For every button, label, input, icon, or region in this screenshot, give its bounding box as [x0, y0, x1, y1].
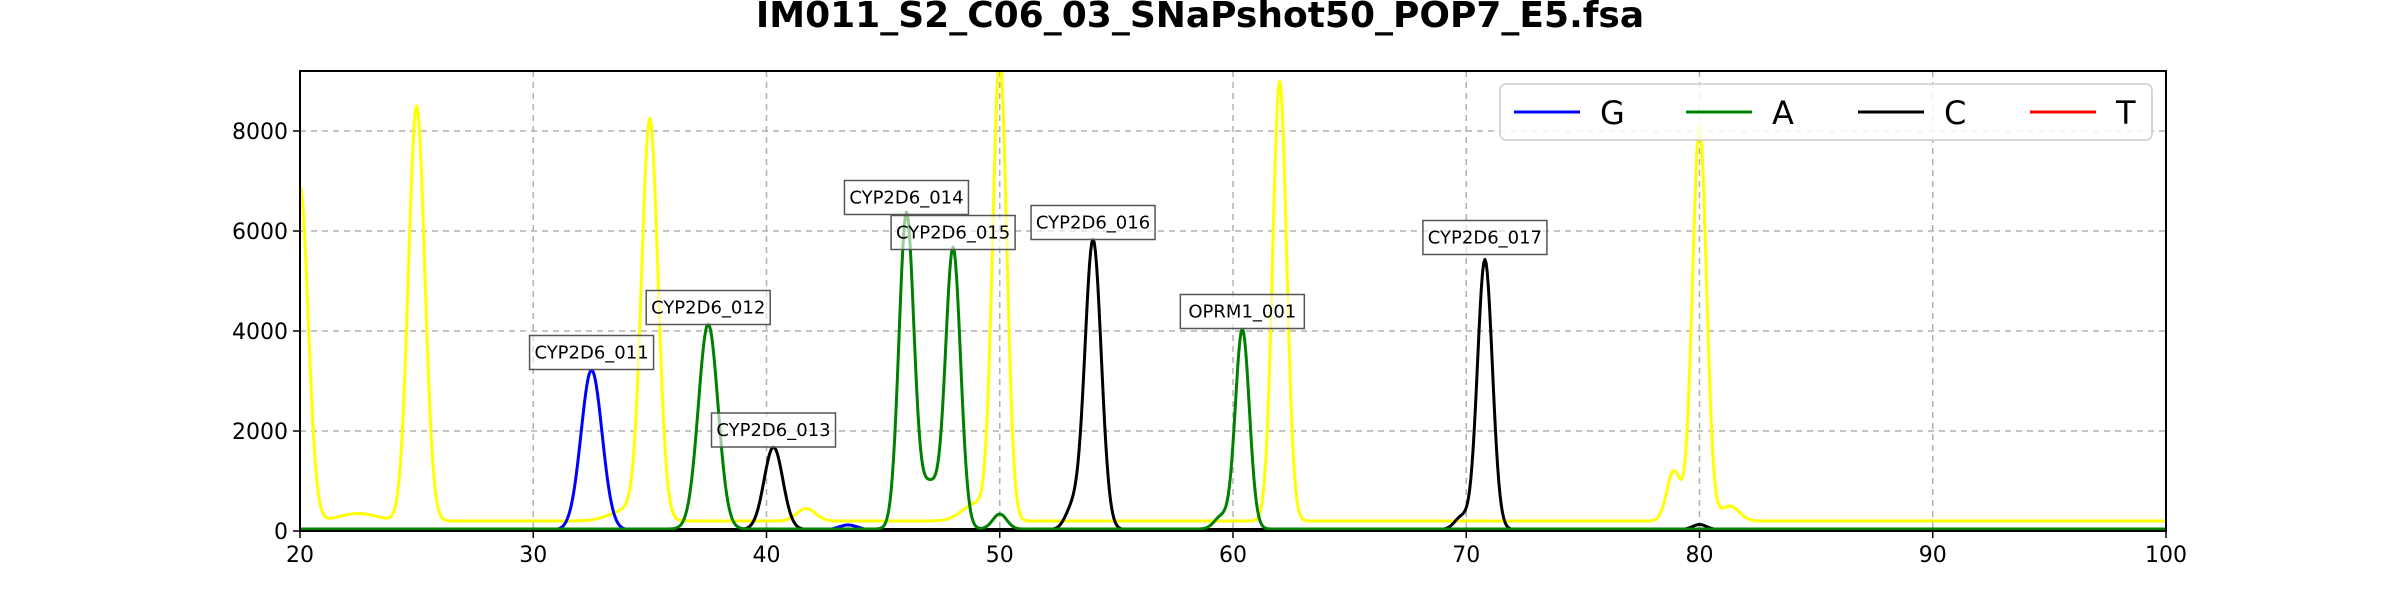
peak-annotation: OPRM1_001: [1179, 293, 1306, 330]
annotation-label: CYP2D6_014: [849, 188, 963, 209]
annotation-box: [1030, 204, 1156, 241]
legend-box: [1499, 83, 2153, 141]
annotation-box: [1422, 219, 1548, 256]
annotation-label: CYP2D6_017: [1428, 228, 1542, 249]
peak-annotation: CYP2D6_016: [1030, 204, 1156, 241]
annotation-label: CYP2D6_016: [1036, 213, 1150, 234]
annotation-label: OPRM1_001: [1188, 302, 1296, 323]
x-tick-label: 60: [1219, 543, 1247, 568]
annotation-box: [1179, 293, 1306, 330]
y-tick-label: 2000: [232, 420, 288, 445]
annotation-label: CYP2D6_013: [716, 420, 830, 441]
annotation-box: [645, 289, 771, 326]
peak-annotation: CYP2D6_015: [890, 214, 1016, 251]
peak-annotation: CYP2D6_011: [528, 334, 655, 371]
series-line-size-standard: [300, 71, 2166, 523]
chart-title: IM011_S2_C06_03_SNaPshot50_POP7_E5.fsa: [756, 0, 1644, 36]
legend-label-c: C: [1944, 94, 1966, 132]
peak-annotation: CYP2D6_013: [710, 412, 837, 448]
annotation-box: [528, 334, 655, 371]
annotation-box: [843, 179, 970, 216]
peak-annotation: CYP2D6_014: [843, 179, 970, 216]
annotation-box: [710, 412, 837, 448]
y-tick-label: 6000: [232, 220, 288, 245]
x-tick-label: 40: [753, 543, 781, 568]
legend-label-g: G: [1600, 94, 1625, 132]
peak-annotation: CYP2D6_017: [1422, 219, 1548, 256]
y-axis-ticks: 0 2000 4000 6000 8000: [232, 120, 300, 545]
x-tick-label: 70: [1452, 543, 1480, 568]
x-tick-label: 20: [286, 543, 314, 568]
x-axis-ticks: 20 30 40 50 60 70 80 90 100: [286, 531, 2187, 568]
plot-area-frame: [299, 70, 2167, 532]
annotation-label: CYP2D6_015: [896, 223, 1010, 244]
y-tick-label: 8000: [232, 120, 288, 145]
y-tick-label: 4000: [232, 320, 288, 345]
x-tick-label: 90: [1919, 543, 1947, 568]
x-tick-label: 30: [519, 543, 547, 568]
series-line-a: [300, 210, 2166, 531]
legend-label-a: A: [1772, 94, 1794, 132]
x-tick-label: 100: [2145, 543, 2187, 568]
annotation-box: [890, 214, 1016, 251]
annotation-label: CYP2D6_012: [651, 298, 765, 319]
annotation-label: CYP2D6_011: [534, 343, 648, 364]
x-tick-label: 80: [1686, 543, 1714, 568]
legend-label-t: T: [2115, 94, 2136, 132]
peak-annotations: CYP2D6_011 CYP2D6_012 CYP2D6_013 CYP2D6_014…: [528, 179, 1548, 448]
x-tick-label: 50: [986, 543, 1014, 568]
y-tick-label: 0: [274, 520, 288, 545]
peak-annotation: CYP2D6_012: [645, 289, 771, 326]
